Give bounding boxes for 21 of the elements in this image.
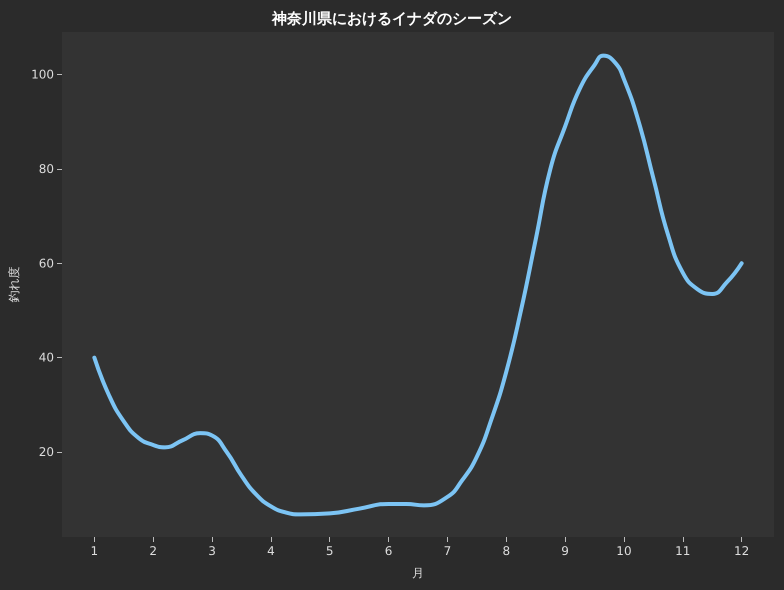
- x-tick-label: 6: [384, 544, 392, 558]
- y-tick-label: 100: [31, 67, 54, 82]
- x-tick-label: 8: [502, 544, 510, 558]
- y-tick-label: 60: [38, 256, 54, 270]
- x-tick-label: 3: [208, 544, 216, 558]
- chart-title: 神奈川県におけるイナダのシーズン: [271, 10, 512, 28]
- x-tick-label: 11: [675, 544, 690, 558]
- x-tick-label: 1: [90, 544, 98, 558]
- x-tick-label: 12: [734, 544, 750, 558]
- x-axis-title: 月: [412, 566, 424, 580]
- x-tick-label: 5: [326, 544, 334, 558]
- x-tick-label: 2: [149, 544, 158, 558]
- y-tick-label: 20: [38, 445, 54, 460]
- line-series: [92, 54, 744, 516]
- x-tick-label: 7: [444, 544, 452, 558]
- y-tick-label: 80: [38, 162, 54, 176]
- x-tick-label: 10: [616, 544, 632, 558]
- x-tick-label: 9: [561, 544, 569, 558]
- y-tick-label: 40: [38, 350, 54, 365]
- y-axis-title: 釣れ度: [7, 266, 22, 302]
- x-tick-label: 4: [267, 544, 275, 558]
